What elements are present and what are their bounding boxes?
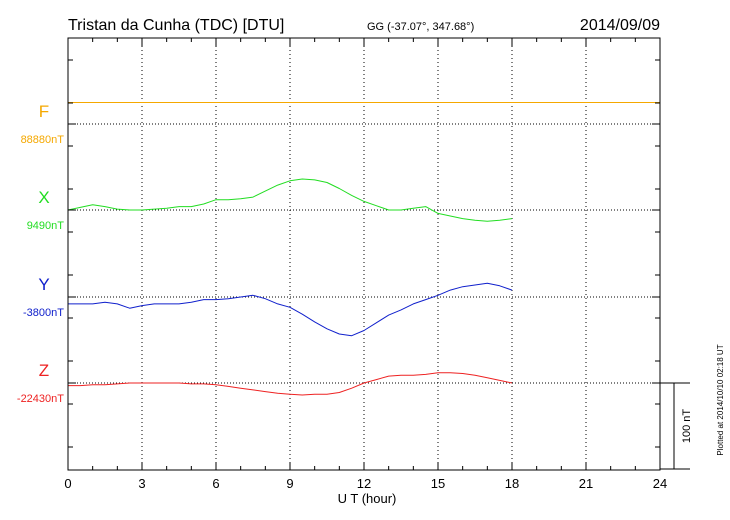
x-tick-label: 18	[505, 476, 519, 491]
grid-lines	[141, 38, 587, 470]
series-traces	[67, 102, 660, 396]
x-tick-label: 3	[138, 476, 145, 491]
series-x-line	[67, 178, 513, 222]
series-z-baseline-label: -22430nT	[17, 393, 64, 405]
x-tick-label: 9	[286, 476, 293, 491]
axis-ticks: 0 3 6 9 12 15 18 21 24	[64, 38, 667, 491]
series-y-line	[68, 282, 513, 337]
series-x-name: X	[38, 188, 49, 207]
x-tick-label: 6	[212, 476, 219, 491]
scale-bar-label: 100 nT	[681, 409, 693, 444]
series-f-name: F	[39, 102, 49, 121]
series-y-baseline-label: -3800nT	[23, 307, 64, 319]
series-labels: F 88880nT X 9490nT Y -3800nT Z -22430nT	[17, 102, 64, 405]
plotted-at-note: Plotted at 2014/10/10 02:18 UT	[716, 344, 725, 455]
station-coordinates: GG (-37.07°, 347.68°)	[367, 21, 474, 33]
series-x-baseline-label: 9490nT	[27, 220, 65, 232]
scale-bar: 100 nT	[660, 382, 693, 470]
x-tick-label: 21	[579, 476, 593, 491]
series-z-line	[68, 372, 513, 396]
station-title: Tristan da Cunha (TDC) [DTU]	[68, 17, 284, 34]
x-axis-title: U T (hour)	[338, 491, 397, 506]
series-y-name: Y	[38, 275, 49, 294]
x-tick-label: 12	[357, 476, 371, 491]
x-tick-label: 15	[431, 476, 445, 491]
series-f-baseline-label: 88880nT	[21, 134, 65, 146]
x-tick-label: 0	[64, 476, 71, 491]
plot-date: 2014/09/09	[580, 17, 660, 34]
x-tick-label: 24	[653, 476, 667, 491]
series-z-name: Z	[39, 361, 49, 380]
